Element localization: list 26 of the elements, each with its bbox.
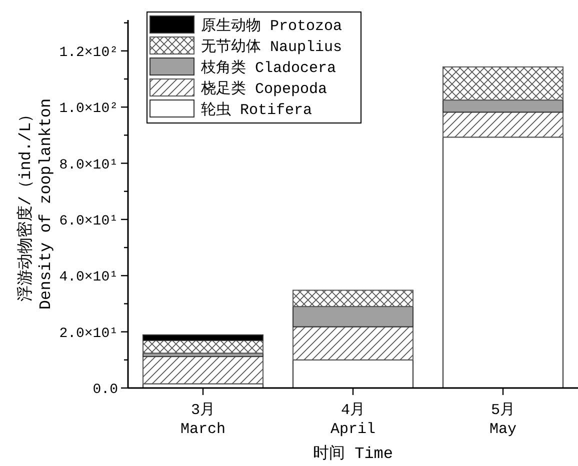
- x-tick-label: 3月 March: [180, 402, 226, 438]
- y-tick-label: 2.0×10¹: [59, 326, 118, 342]
- y-tick-label: 8.0×10¹: [59, 157, 118, 174]
- y-tick-label: 4.0×10¹: [59, 270, 118, 286]
- y-axis-title: 浮游动物密度/（ind./L） Density of zooplankton: [16, 98, 55, 310]
- bar: [442, 136, 564, 388]
- bar: [292, 359, 414, 388]
- x-axis-title: 时间 Time: [312, 444, 394, 463]
- legend-label: 桡足类 Copepoda: [200, 80, 328, 98]
- y-tick-label: 1.2×10²: [59, 44, 118, 61]
- legend-label: 无节幼体 Nauplius: [201, 38, 342, 56]
- bar: [292, 326, 414, 360]
- x-tick-label: 5月 May: [489, 402, 517, 438]
- bar: [292, 290, 414, 308]
- y-tick-label: 1.0×10²: [59, 101, 118, 118]
- legend-label: 轮虫 Rotifera: [201, 101, 312, 119]
- legend-label: 原生动物 Protozoa: [201, 17, 342, 35]
- y-tick-label: 0.0: [92, 382, 118, 398]
- y-tick-label: 6.0×10¹: [59, 213, 118, 230]
- x-tick-label: 4月 April: [330, 402, 376, 438]
- bar: [292, 306, 414, 328]
- bar: [442, 112, 564, 138]
- bar: [442, 66, 564, 101]
- legend-label: 枝角类 Cladocera: [200, 59, 336, 77]
- bar: [442, 100, 564, 113]
- bar: [142, 356, 264, 384]
